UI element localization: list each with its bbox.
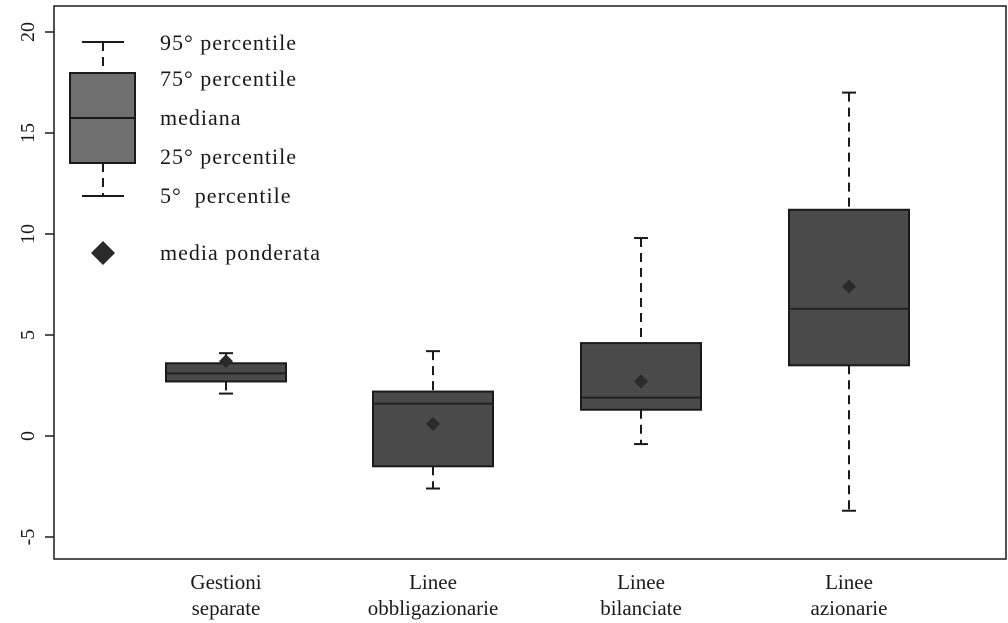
x-category-label: Linee — [617, 570, 665, 594]
mean-marker — [219, 354, 233, 369]
x-category-label: bilanciate — [600, 596, 682, 620]
x-category-label: Linee — [409, 570, 457, 594]
mean-marker — [634, 374, 648, 389]
x-category-label: Linee — [825, 570, 873, 594]
box-group — [165, 352, 287, 395]
x-category-label: azionarie — [811, 596, 888, 620]
x-category-label: obbligazionarie — [368, 596, 499, 620]
box-group — [788, 91, 910, 512]
legend-label-p5: 5° percentile — [160, 183, 292, 208]
box-group — [580, 237, 702, 446]
box-group — [372, 350, 494, 490]
y-tick-label: -5 — [17, 529, 39, 546]
mean-marker — [426, 416, 440, 431]
legend-label-p25: 25° percentile — [160, 144, 297, 169]
plot-frame — [53, 5, 1007, 560]
y-axis: -5 0 5 10 15 20 — [17, 22, 54, 545]
y-tick-label: 20 — [17, 22, 39, 42]
legend-label-p95: 95° percentile — [160, 30, 297, 55]
legend-label-p75: 75° percentile — [160, 66, 297, 91]
boxes — [165, 91, 910, 512]
legend-mean-marker — [91, 241, 115, 265]
legend-label-mean: media ponderata — [160, 240, 321, 265]
y-tick-label: 15 — [17, 123, 39, 143]
y-tick-label: 0 — [17, 431, 39, 441]
x-axis-labels: GestioniseparateLineeobbligazionarieLine… — [190, 570, 887, 620]
x-category-label: Gestioni — [190, 570, 261, 594]
legend: 95° percentile 75° percentile mediana 25… — [69, 30, 321, 265]
y-tick-label: 5 — [17, 330, 39, 340]
mean-marker — [842, 279, 856, 294]
legend-label-median: mediana — [160, 105, 242, 130]
x-category-label: separate — [192, 596, 261, 620]
y-tick-label: 10 — [17, 224, 39, 244]
